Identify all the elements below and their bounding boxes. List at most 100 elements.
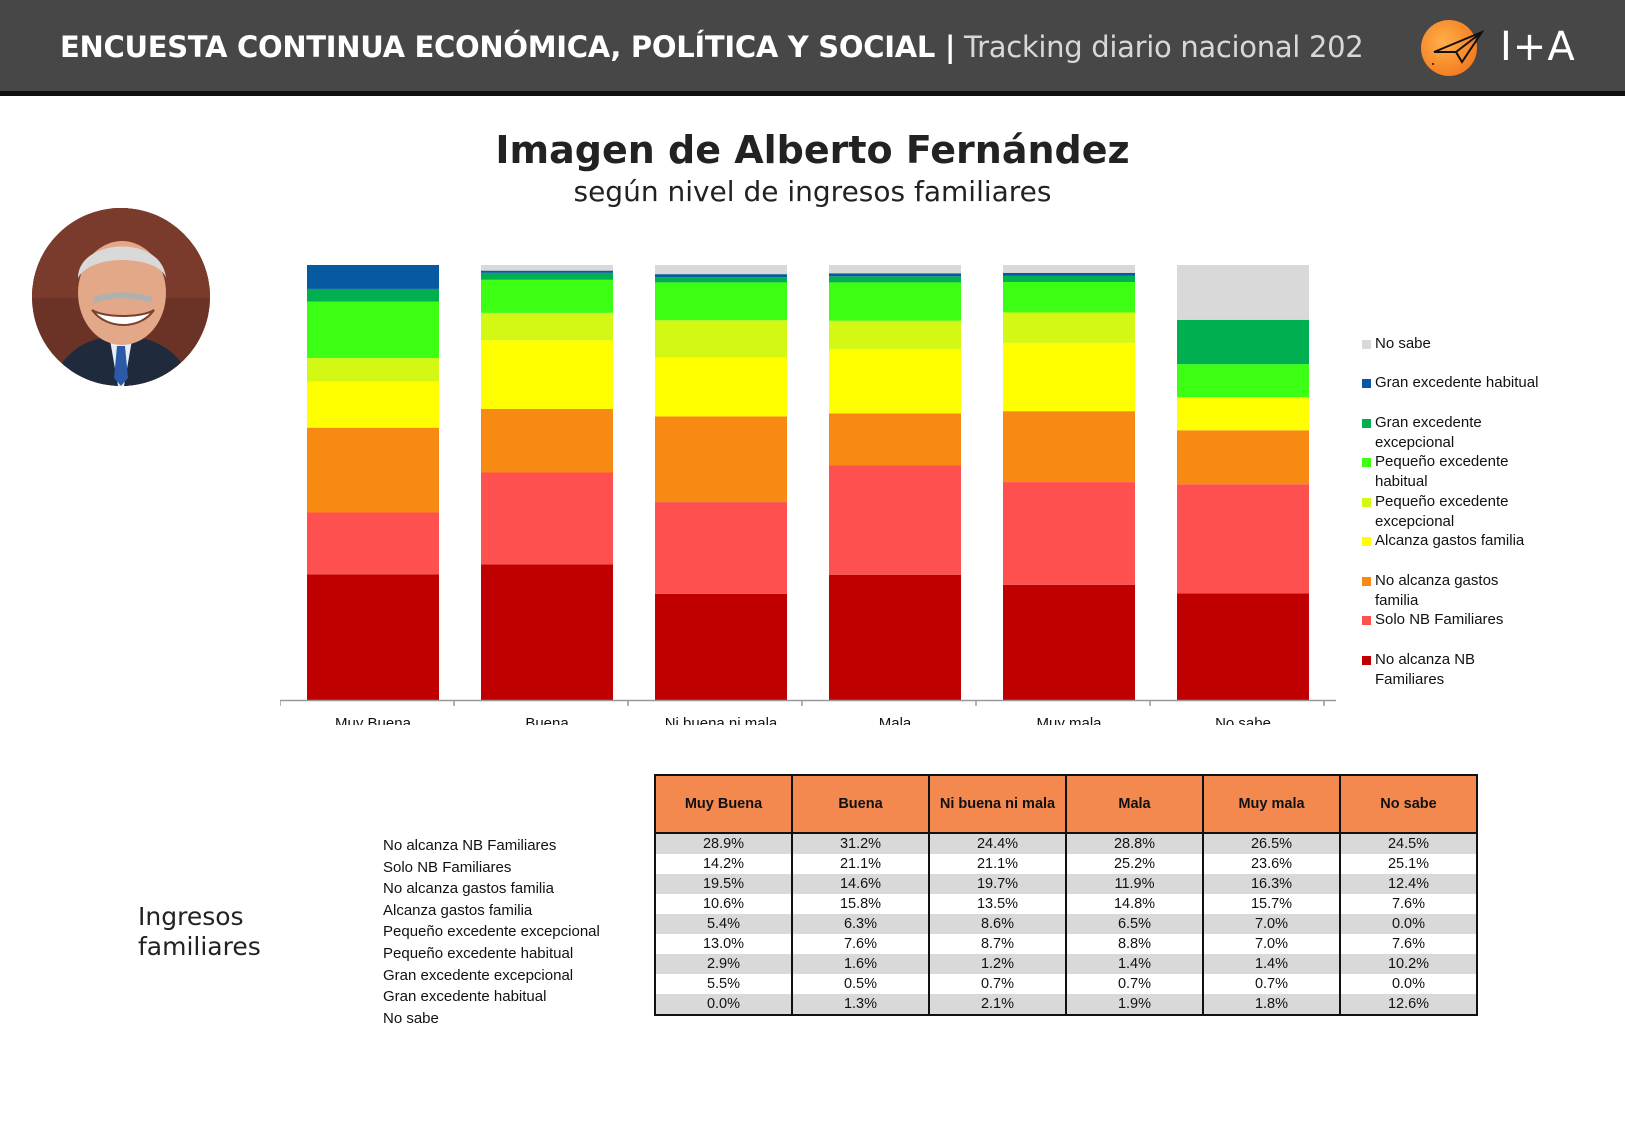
table-cell: 0.0% xyxy=(654,994,793,1016)
table-cell: 7.6% xyxy=(1339,934,1478,954)
bar-segment xyxy=(481,564,613,700)
table-row-label: Pequeño excedente excepcional xyxy=(383,923,600,941)
table-cell: 21.1% xyxy=(791,854,930,874)
avatar xyxy=(32,208,210,386)
table-cell: 10.6% xyxy=(654,894,793,914)
table-body: 28.9% 31.2% 24.4% 28.8% 26.5% 24.5% 14.2% 21.1%… xyxy=(654,833,1478,1016)
bar-segment xyxy=(481,312,613,341)
table-cell: 13.5% xyxy=(928,894,1067,914)
legend-swatch xyxy=(1362,458,1371,467)
bar-segment xyxy=(1003,275,1135,282)
table-cell: 1.6% xyxy=(791,954,930,974)
table-row: 5.4% 6.3% 8.6% 6.5% 7.0% 0.0% xyxy=(654,914,1478,934)
legend-label: No alcanza gastos familia xyxy=(1375,572,1499,609)
table-row: 2.9% 1.6% 1.2% 1.4% 1.4% 10.2% xyxy=(654,954,1478,974)
x-tick-label: Muy mala xyxy=(1036,715,1102,725)
table-row: 10.6% 15.8% 13.5% 14.8% 15.7% 7.6% xyxy=(654,894,1478,914)
table-cell: 8.8% xyxy=(1065,934,1204,954)
bar-segment xyxy=(481,340,613,409)
bar-segment xyxy=(1003,265,1135,273)
bar-segment xyxy=(481,272,613,280)
table-cell: 8.6% xyxy=(928,914,1067,934)
bar-segment xyxy=(655,502,787,594)
bar-segment xyxy=(1003,411,1135,483)
logo-sun-icon xyxy=(1421,20,1477,76)
header-title-light: Tracking diario nacional 202 xyxy=(964,30,1364,64)
bar-segment xyxy=(829,413,961,466)
bar-segment xyxy=(829,276,961,283)
table-cell: 14.8% xyxy=(1065,894,1204,914)
table-header-row: Muy Buena Buena Ni buena ni mala Mala Mu… xyxy=(654,774,1478,834)
legend-label: Pequeño excedente habitual xyxy=(1375,453,1509,490)
legend-label: Gran excedente habitual xyxy=(1375,374,1539,391)
bar-segment xyxy=(1177,364,1309,398)
table-row-label: Pequeño excedente habitual xyxy=(383,944,574,962)
legend-swatch xyxy=(1362,340,1371,349)
bar-segment xyxy=(307,288,439,302)
table-cell: 6.5% xyxy=(1065,914,1204,934)
table-cell: 24.4% xyxy=(928,833,1067,854)
bar-segment xyxy=(1177,397,1309,431)
table-cell: 19.5% xyxy=(654,874,793,894)
table-cell: 28.8% xyxy=(1065,833,1204,854)
header-title: ENCUESTA CONTINUA ECONÓMICA, POLÍTICA Y … xyxy=(60,30,1364,64)
portrait-image xyxy=(32,208,210,386)
table-cell: 1.3% xyxy=(791,994,930,1016)
table-cell: 7.0% xyxy=(1202,914,1341,934)
logo-text: I+A xyxy=(1500,24,1576,70)
bar-segment xyxy=(1177,430,1309,485)
table-cell: 25.1% xyxy=(1339,854,1478,874)
table-row: 14.2% 21.1% 21.1% 25.2% 23.6% 25.1% xyxy=(654,854,1478,874)
x-tick-label: Mala xyxy=(879,715,912,725)
table-row-labels: No alcanza NB Familiares Solo NB Familia… xyxy=(383,835,600,1029)
table-cell: 25.2% xyxy=(1065,854,1204,874)
legend-swatch xyxy=(1362,656,1371,665)
table-header-cell: No sabe xyxy=(1339,774,1478,834)
table-row: 28.9% 31.2% 24.4% 28.8% 26.5% 24.5% xyxy=(654,833,1478,854)
table-cell: 23.6% xyxy=(1202,854,1341,874)
table-cell: 0.0% xyxy=(1339,974,1478,994)
legend-swatch xyxy=(1362,379,1371,388)
table-cell: 0.7% xyxy=(928,974,1067,994)
table-cell: 8.7% xyxy=(928,934,1067,954)
bar-segment xyxy=(1177,484,1309,594)
table-cell: 21.1% xyxy=(928,854,1067,874)
legend-label: Pequeño excedente excepcional xyxy=(1375,493,1509,530)
legend-label: Solo NB Familiares xyxy=(1375,611,1504,628)
page-subtitle: según nivel de ingresos familiares xyxy=(573,175,1052,208)
bar-segment xyxy=(307,427,439,513)
page-title: Imagen de Alberto Fernández xyxy=(495,128,1130,172)
bar-segment xyxy=(829,574,961,700)
table-cell: 31.2% xyxy=(791,833,930,854)
x-tick-label: Ni buena ni mala xyxy=(665,715,778,725)
table-cell: 15.7% xyxy=(1202,894,1341,914)
bar-segment xyxy=(1003,584,1135,700)
table-row-label: Gran excedente habitual xyxy=(383,988,547,1006)
table-cell: 0.5% xyxy=(791,974,930,994)
table-cell: 5.4% xyxy=(654,914,793,934)
bar-segment xyxy=(655,265,787,275)
table-row: 13.0% 7.6% 8.7% 8.8% 7.0% 7.6% xyxy=(654,934,1478,954)
table-cell: 6.3% xyxy=(791,914,930,934)
bar-segment xyxy=(1177,593,1309,700)
bar-segment xyxy=(1003,312,1135,343)
table-cell: 11.9% xyxy=(1065,874,1204,894)
table-row-label: No alcanza gastos familia xyxy=(383,880,554,898)
table-cell: 2.1% xyxy=(928,994,1067,1016)
stacked-bar-chart: Muy Buena Buena Ni buena ni mala Mala Muy ma… xyxy=(280,265,1336,725)
side-label: Ingresos familiares xyxy=(138,902,261,961)
paper-plane-icon xyxy=(1432,30,1484,65)
legend-swatch xyxy=(1362,419,1371,428)
legend-swatch xyxy=(1362,498,1371,507)
bar-segment xyxy=(1177,265,1309,320)
table-cell: 1.9% xyxy=(1065,994,1204,1016)
bar-segment xyxy=(829,320,961,349)
header-title-bold: ENCUESTA CONTINUA ECONÓMICA, POLÍTICA Y … xyxy=(60,30,956,64)
table-row-label: Gran excedente excepcional xyxy=(383,966,574,984)
bar-segment xyxy=(829,348,961,414)
table-row: 0.0% 1.3% 2.1% 1.9% 1.8% 12.6% xyxy=(654,994,1478,1016)
bar-segment xyxy=(1177,319,1309,365)
bar-segment xyxy=(655,357,787,417)
table-cell: 0.0% xyxy=(1339,914,1478,934)
bar-segment xyxy=(1003,281,1135,313)
